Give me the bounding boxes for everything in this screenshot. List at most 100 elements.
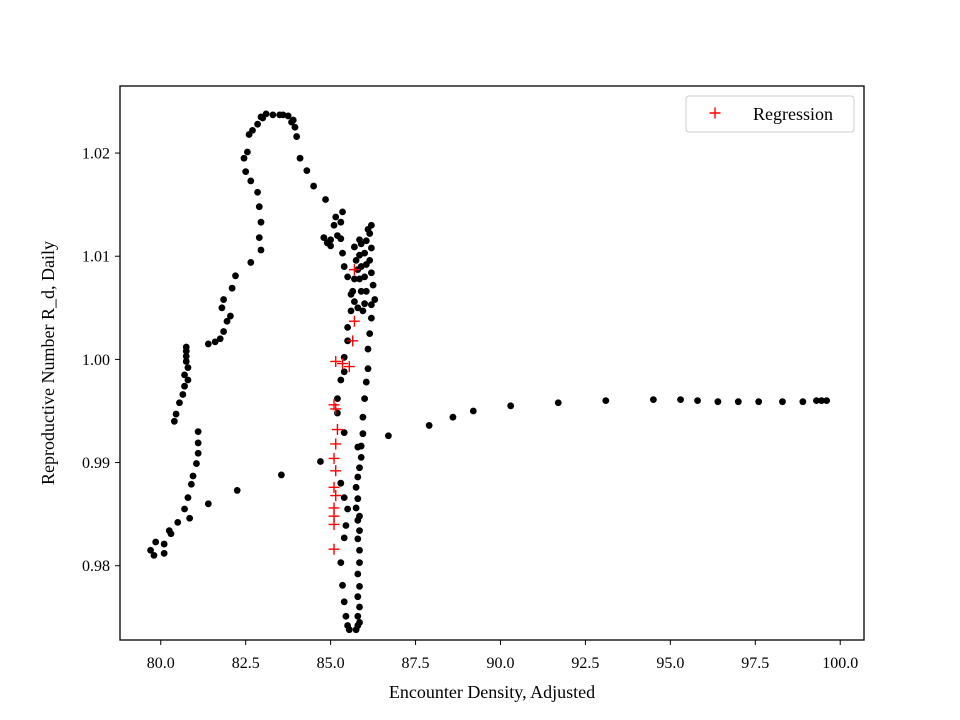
data-point [296,154,304,162]
data-point [245,131,253,138]
legend-marker-plus [709,107,721,119]
data-point [354,612,362,620]
data-point [172,410,180,418]
x-tick-label: 87.5 [402,655,430,672]
data-point [160,540,168,548]
data-point [160,549,168,557]
regression-point [348,315,360,327]
data-point [354,473,362,481]
data-point [714,398,722,406]
data-point [779,398,786,406]
x-tick-label: 80.0 [147,655,175,672]
data-point [345,626,353,634]
data-point [364,365,372,373]
data-point [364,226,372,233]
data-point [247,177,255,185]
data-point [356,251,363,259]
data-point [469,407,477,415]
data-point [352,256,360,264]
y-tick-label: 0.98 [82,558,110,575]
regression-point [331,424,343,436]
data-point [269,111,277,119]
data-point [187,480,195,488]
data-point [147,546,154,554]
data-point [357,442,365,450]
data-point [369,281,377,289]
data-point [340,598,348,606]
regression-point [330,355,342,367]
legend-label-regression: Regression [753,104,833,124]
data-point [340,494,348,502]
data-point [194,428,202,436]
data-point [150,552,158,559]
data-point [354,570,362,578]
data-point [371,296,379,303]
data-point [367,244,375,252]
data-point [254,120,261,128]
legend: Regression [685,95,855,133]
x-tick-label: 82.5 [232,655,260,672]
data-point [354,495,362,503]
data-point [342,522,350,529]
x-tick-label: 85.0 [317,655,345,672]
data-point [649,396,657,404]
data-point [356,275,363,283]
data-point [257,113,265,121]
data-point [220,296,228,303]
data-point [332,213,340,221]
data-point [340,429,348,437]
data-point [189,472,197,480]
observed-series [147,110,831,634]
data-point [327,242,335,250]
data-point [384,432,392,440]
data-point [351,275,358,283]
data-point [211,338,219,346]
regression-point [330,465,342,477]
data-point [317,458,324,465]
regression-point [328,543,340,555]
data-point [277,471,285,479]
data-point [184,494,192,502]
data-point [227,312,234,320]
data-point [339,208,346,216]
data-point [367,314,375,322]
data-point [356,619,363,626]
data-point [344,324,352,331]
data-point [823,397,831,405]
data-point [337,479,345,487]
x-axis-ticks: 80.0 82.5 85.0 87.5 90.0 92.5 95.0 97.5 100.0 [147,640,858,672]
data-point [347,307,355,315]
data-point [233,487,241,494]
data-point [170,417,178,425]
y-axis-ticks: 0.98 0.99 1.00 1.01 1.02 [82,146,120,575]
data-point [342,612,350,620]
x-tick-label: 90.0 [486,655,514,672]
data-point [184,376,192,384]
data-point [254,188,261,196]
data-point [176,399,183,407]
data-point [223,317,231,325]
data-point [194,439,202,447]
data-point [677,396,684,404]
data-point [813,397,820,405]
data-point [174,518,182,526]
data-point [337,376,345,384]
data-point [284,112,292,120]
data-point [242,168,250,176]
x-tick-label: 100.0 [822,655,858,672]
data-point [359,413,367,421]
data-point [184,364,192,372]
data-point [354,304,362,312]
data-point [361,395,369,402]
legend-box [685,95,855,133]
data-point [364,345,372,353]
data-point [602,397,610,405]
data-point [182,347,190,355]
data-point [303,167,311,174]
regression-point [328,481,340,493]
data-point [218,304,226,312]
data-point [255,234,263,242]
data-point [554,399,562,407]
data-point [366,330,374,337]
data-point [694,397,701,405]
